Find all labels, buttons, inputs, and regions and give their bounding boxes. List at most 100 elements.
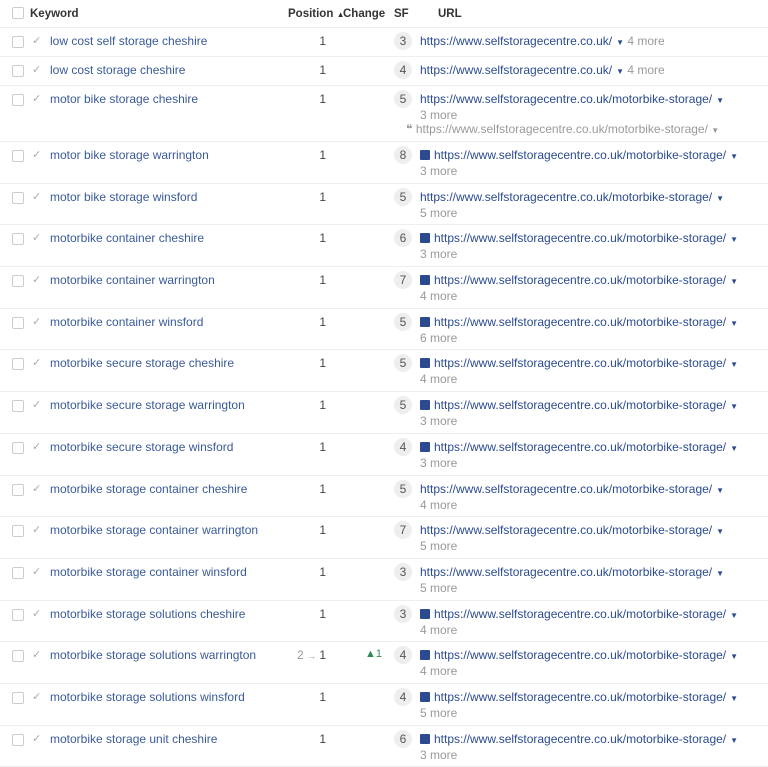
row-checkbox[interactable]	[12, 233, 24, 246]
keyword-link[interactable]: motorbike secure storage warrington	[50, 398, 245, 413]
keyword-link[interactable]: low cost self storage cheshire	[50, 34, 208, 48]
more-urls-link[interactable]: 3 more	[420, 747, 458, 762]
ranking-url-link[interactable]: https://www.selfstoragecentre.co.uk/moto…	[420, 564, 713, 579]
more-urls-link[interactable]: 4 more	[627, 34, 665, 48]
row-checkbox[interactable]	[12, 608, 24, 621]
serp-features-badge[interactable]: 7	[394, 271, 412, 290]
keyword-link[interactable]: motorbike container cheshire	[50, 231, 205, 246]
keyword-link[interactable]: motor bike storage winsford	[50, 189, 198, 204]
row-checkbox[interactable]	[12, 275, 24, 288]
more-urls-link[interactable]: 5 more	[420, 705, 458, 720]
row-checkbox[interactable]	[12, 316, 24, 329]
more-urls-link[interactable]: 4 more	[420, 497, 458, 512]
keyword-link[interactable]: motorbike container warrington	[50, 273, 215, 288]
more-urls-link[interactable]: 4 more	[627, 63, 665, 77]
more-urls-link[interactable]: 4 more	[420, 622, 458, 637]
keyword-link[interactable]: motorbike storage container winsford	[50, 564, 247, 579]
ranking-url-link[interactable]: https://www.selfstoragecentre.co.uk/	[420, 63, 613, 77]
row-checkbox[interactable]	[12, 441, 24, 454]
ranking-url-link[interactable]: https://www.selfstoragecentre.co.uk/moto…	[434, 231, 727, 246]
keyword-column-header[interactable]: Keyword	[30, 8, 79, 20]
ranking-url-link[interactable]: https://www.selfstoragecentre.co.uk/moto…	[434, 439, 727, 454]
chevron-down-icon[interactable]: ▼	[730, 235, 739, 245]
chevron-down-icon[interactable]: ▼	[716, 485, 725, 495]
row-checkbox[interactable]	[12, 400, 24, 413]
serp-features-badge[interactable]: 5	[394, 479, 412, 498]
chevron-down-icon[interactable]: ▼	[730, 693, 739, 703]
more-urls-link[interactable]: 3 more	[420, 247, 458, 262]
serp-features-badge[interactable]: 5	[394, 312, 412, 331]
serp-features-badge[interactable]: 8	[394, 146, 412, 164]
serp-features-badge[interactable]: 3	[394, 604, 412, 623]
ranking-url-link[interactable]: https://www.selfstoragecentre.co.uk/moto…	[434, 606, 727, 621]
keyword-link[interactable]: motorbike secure storage cheshire	[50, 356, 235, 371]
serp-features-badge[interactable]: 4	[394, 61, 412, 79]
row-checkbox[interactable]	[12, 483, 24, 496]
chevron-down-icon[interactable]: ▼	[730, 277, 739, 287]
more-urls-link[interactable]: 3 more	[420, 455, 458, 470]
keyword-link[interactable]: motor bike storage warrington	[50, 148, 209, 162]
keyword-link[interactable]: motorbike storage container cheshire	[50, 481, 248, 496]
chevron-down-icon[interactable]: ▼	[730, 152, 739, 161]
chevron-down-icon[interactable]: ▼	[730, 610, 739, 620]
keyword-link[interactable]: motorbike storage solutions cheshire	[50, 606, 246, 621]
url-column-header[interactable]: URL	[438, 8, 462, 20]
ranking-url-link[interactable]: https://www.selfstoragecentre.co.uk/moto…	[434, 731, 727, 746]
chevron-down-icon[interactable]: ▼	[730, 443, 739, 453]
change-column-header[interactable]: Change	[343, 8, 386, 20]
select-all-checkbox[interactable]	[12, 7, 24, 19]
serp-features-badge[interactable]: 4	[394, 687, 412, 706]
row-checkbox[interactable]	[12, 65, 24, 77]
more-urls-link[interactable]: 5 more	[420, 580, 458, 595]
ranking-url-link[interactable]: https://www.selfstoragecentre.co.uk/moto…	[420, 189, 713, 204]
row-checkbox[interactable]	[12, 525, 24, 538]
row-checkbox[interactable]	[12, 191, 24, 204]
keyword-link[interactable]: motorbike storage solutions warrington	[50, 648, 257, 663]
serp-features-badge[interactable]: 4	[394, 437, 412, 456]
row-checkbox[interactable]	[12, 94, 24, 106]
more-urls-link[interactable]: 4 more	[420, 664, 458, 679]
more-urls-link[interactable]: 3 more	[420, 414, 458, 429]
serp-features-badge[interactable]: 5	[394, 354, 412, 373]
chevron-down-icon[interactable]: ▼	[616, 38, 625, 47]
serp-features-badge[interactable]: 3	[394, 32, 412, 50]
row-checkbox[interactable]	[12, 691, 24, 704]
keyword-link[interactable]: motorbike storage solutions winsford	[50, 689, 245, 704]
chevron-down-icon[interactable]: ▼	[730, 402, 739, 412]
chevron-down-icon[interactable]: ▼	[730, 318, 739, 328]
serp-features-badge[interactable]: 6	[394, 729, 412, 748]
ranking-url-link[interactable]: https://www.selfstoragecentre.co.uk/moto…	[434, 689, 727, 704]
serp-features-badge[interactable]: 5	[394, 187, 412, 206]
sf-column-header[interactable]: SF	[394, 8, 409, 20]
keyword-link[interactable]: motorbike storage container warrington	[50, 523, 259, 538]
ranking-url-link[interactable]: https://www.selfstoragecentre.co.uk/	[420, 34, 613, 48]
more-urls-link[interactable]: 3 more	[420, 164, 458, 178]
keyword-link[interactable]: motor bike storage cheshire	[50, 92, 199, 106]
serp-features-badge[interactable]: 5	[394, 90, 412, 108]
ranking-url-link[interactable]: https://www.selfstoragecentre.co.uk/moto…	[420, 92, 713, 106]
row-checkbox[interactable]	[12, 36, 24, 48]
chevron-down-icon[interactable]: ▼	[730, 735, 739, 745]
ranking-url-link[interactable]: https://www.selfstoragecentre.co.uk/moto…	[434, 314, 727, 329]
keyword-link[interactable]: low cost storage cheshire	[50, 63, 186, 77]
row-checkbox[interactable]	[12, 566, 24, 579]
more-urls-link[interactable]: 5 more	[420, 539, 458, 554]
serp-features-badge[interactable]: 7	[394, 521, 412, 540]
more-urls-link[interactable]: 5 more	[420, 205, 458, 220]
keyword-link[interactable]: motorbike container winsford	[50, 314, 204, 329]
ranking-url-link[interactable]: https://www.selfstoragecentre.co.uk/moto…	[420, 481, 713, 496]
chevron-down-icon[interactable]: ▼	[716, 96, 725, 105]
ranking-url-link[interactable]: https://www.selfstoragecentre.co.uk/moto…	[420, 523, 713, 538]
more-urls-link[interactable]: 3 more	[420, 108, 458, 122]
row-checkbox[interactable]	[12, 650, 24, 663]
more-urls-link[interactable]: 6 more	[420, 330, 458, 345]
chevron-down-icon[interactable]: ▼	[711, 126, 720, 135]
chevron-down-icon[interactable]: ▼	[730, 652, 739, 662]
more-urls-link[interactable]: 4 more	[420, 289, 458, 304]
position-column-header[interactable]: Position ▲	[288, 8, 345, 20]
serp-features-badge[interactable]: 6	[394, 229, 412, 248]
serp-features-badge[interactable]: 3	[394, 562, 412, 581]
ranking-url-link[interactable]: https://www.selfstoragecentre.co.uk/moto…	[434, 398, 727, 413]
row-checkbox[interactable]	[12, 150, 24, 162]
keyword-link[interactable]: motorbike secure storage winsford	[50, 439, 234, 454]
